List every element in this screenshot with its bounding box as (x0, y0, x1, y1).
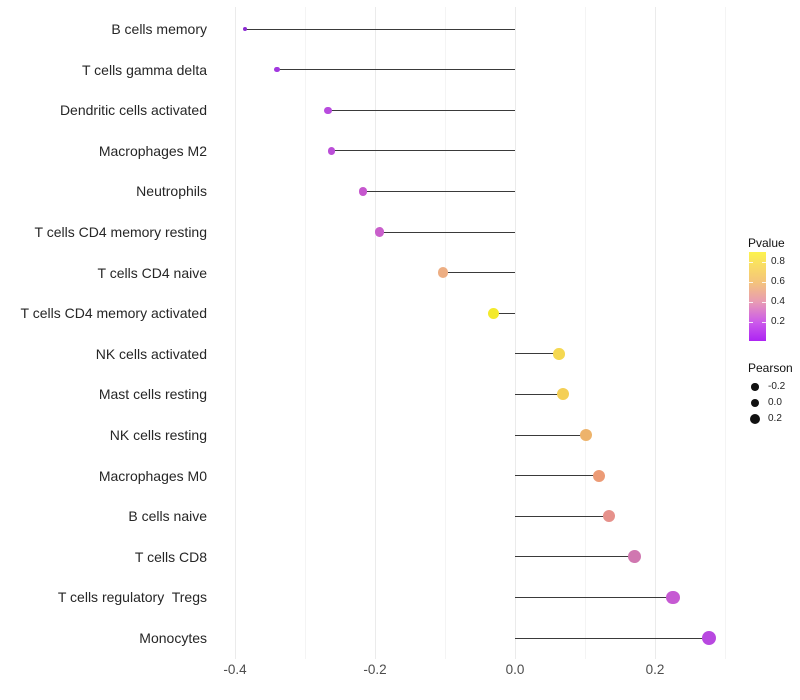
category-label: T cells regulatory Tregs (57, 589, 207, 606)
pvalue-tick-mark (749, 262, 753, 263)
category-label: B cells memory (111, 21, 207, 37)
gridline-major (654, 7, 656, 659)
pearson-size-label: -0.2 (768, 381, 786, 392)
pvalue-tick-label: 0.4 (771, 296, 785, 307)
gridline-major (234, 7, 236, 659)
lollipop-stem (328, 109, 515, 111)
lollipop-stem (515, 353, 560, 355)
gridline-minor (584, 7, 586, 659)
category-label: Dendritic cells activated (59, 102, 207, 119)
category-label: T cells CD4 memory resting (34, 224, 207, 240)
pearson-size-dot (751, 383, 759, 391)
lollipop-stem (442, 272, 515, 274)
gridline-minor (444, 7, 446, 659)
category-label: T cells CD4 naive (97, 264, 207, 281)
lollipop-dot (274, 66, 280, 73)
pearson-size-dot (749, 413, 761, 425)
lollipop-dot (602, 509, 616, 523)
lollipop-dot (553, 348, 565, 360)
pvalue-legend-title: Pvalue (748, 236, 785, 250)
lollipop-dot (374, 227, 384, 237)
lollipop-stem (277, 69, 515, 71)
lollipop-dot (701, 630, 717, 646)
pearson-size-label: 0.2 (768, 413, 782, 424)
x-tick-label: 0.2 (645, 662, 665, 677)
lollipop-stem (515, 556, 635, 558)
lollipop-stem (493, 312, 515, 314)
gridline-minor (304, 7, 306, 659)
lollipop-dot (327, 147, 336, 155)
category-label: Macrophages M0 (98, 467, 207, 484)
category-label: Mast cells resting (98, 386, 207, 403)
lollipop-stem (515, 515, 609, 517)
pvalue-tick-mark (762, 322, 766, 323)
gridline-major (514, 7, 516, 659)
lollipop-stem (379, 231, 515, 233)
lollipop-dot (557, 388, 570, 401)
lollipop-stem (363, 190, 515, 192)
pvalue-tick-label: 0.6 (771, 276, 785, 287)
pvalue-tick-mark (749, 322, 753, 323)
lollipop-stem (515, 596, 674, 598)
gridline-major (374, 7, 376, 659)
lollipop-stem (331, 150, 515, 152)
x-tick-label: -0.4 (223, 662, 247, 677)
lollipop-dot (628, 550, 642, 564)
lollipop-dot (592, 469, 606, 482)
lollipop-stem (244, 28, 515, 30)
pvalue-colorbar (749, 252, 766, 341)
lollipop-dot (579, 429, 592, 441)
lollipop-dot (666, 590, 681, 605)
lollipop-stem (515, 637, 709, 639)
category-label: T cells gamma delta (81, 61, 207, 78)
pvalue-tick-mark (749, 302, 753, 303)
category-label: T cells CD8 (134, 548, 207, 565)
category-label: Monocytes (139, 630, 207, 646)
pearson-size-label: 0.0 (768, 397, 782, 408)
category-label: Neutrophils (136, 183, 207, 200)
pvalue-tick-mark (762, 262, 766, 263)
pvalue-tick-mark (749, 282, 753, 283)
lollipop-dot (487, 307, 499, 319)
lollipop-dot (242, 27, 247, 31)
category-label: T cells CD4 memory activated (20, 305, 207, 322)
lollipop-stem (515, 393, 564, 395)
pvalue-tick-mark (762, 282, 766, 283)
category-label: B cells naive (128, 508, 207, 525)
category-label: NK cells resting (109, 427, 207, 443)
category-label: Macrophages M2 (98, 142, 207, 159)
x-tick-label: 0.0 (505, 662, 525, 677)
pvalue-tick-mark (762, 302, 766, 303)
lollipop-dot (324, 106, 332, 114)
lollipop-stem (515, 434, 586, 436)
pvalue-tick-label: 0.8 (771, 256, 785, 267)
category-label: NK cells activated (95, 345, 207, 362)
lollipop-dot (358, 187, 368, 196)
pvalue-tick-label: 0.2 (771, 316, 785, 327)
pearson-legend-title: Pearson (748, 361, 793, 375)
lollipop-stem (515, 475, 599, 477)
pearson-size-dot (750, 398, 760, 408)
x-tick-label: -0.2 (363, 662, 387, 677)
lollipop-dot (437, 267, 449, 278)
gridline-minor (724, 7, 726, 659)
